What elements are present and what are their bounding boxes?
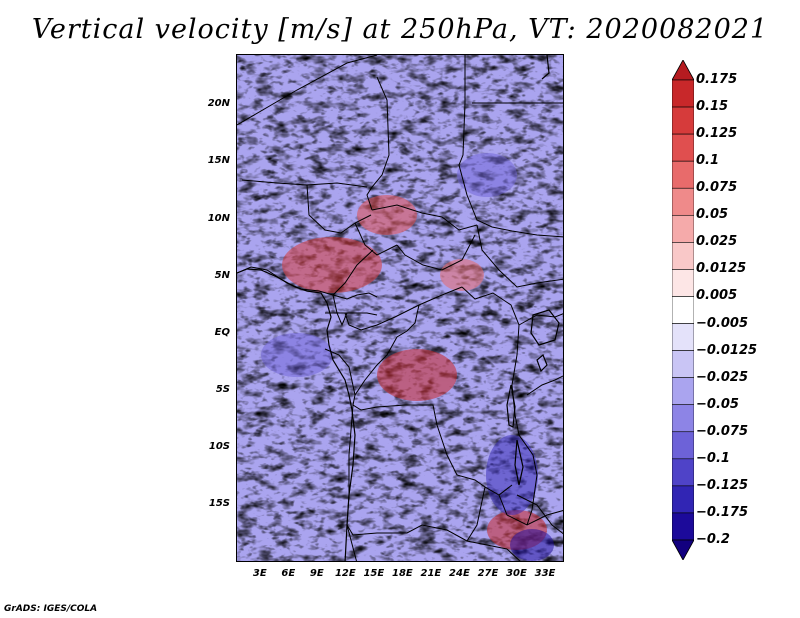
colorbar-label: −0.075 (696, 423, 749, 439)
colorbar-bin-8 (671, 269, 695, 297)
colorbar-bin-11 (671, 350, 695, 378)
coastline (237, 55, 550, 561)
colorbar-bin-3 (671, 133, 695, 162)
colorbar-label: 0.1 (696, 153, 720, 169)
colorbar-bin-13 (671, 404, 695, 433)
velocity-map (236, 54, 564, 562)
colorbar-label: 0.0125 (696, 261, 747, 277)
lon-label-15e: 15E (363, 568, 385, 579)
colorbar-label: −0.175 (696, 504, 749, 520)
lon-label-24e: 24E (449, 568, 470, 579)
colorbar-bin-2 (671, 106, 695, 135)
colorbar-label: −0.2 (696, 532, 730, 547)
lat-label-10s: 10S (208, 440, 230, 452)
lat-label-15n: 15N (207, 155, 230, 167)
colorbar-bin-14 (671, 431, 695, 460)
colorbar-bin-4 (671, 160, 695, 189)
colorbar-bin-1 (671, 79, 695, 108)
lon-label-21e: 21E (420, 568, 442, 579)
grads-credit: GrADS: IGES/COLA (4, 604, 98, 614)
colorbar-bottom-arrow (671, 539, 695, 561)
colorbar-bin-6 (671, 214, 695, 243)
colorbar-label: 0.15 (696, 99, 729, 115)
lat-label-20n: 20N (207, 98, 230, 110)
lakes (506, 309, 560, 486)
colorbar-label: −0.125 (696, 477, 749, 493)
colorbar-bin-5 (671, 187, 695, 216)
colorbar-bin-7 (671, 242, 695, 270)
lon-label-3e: 3E (252, 568, 267, 579)
lat-label-5s: 5S (215, 383, 230, 395)
lon-label-18e: 18E (392, 568, 413, 579)
lon-label-12e: 12E (334, 568, 356, 579)
lon-label-6e: 6E (281, 568, 296, 579)
lon-label-9e: 9E (309, 568, 324, 579)
colorbar-top-arrow (671, 59, 695, 81)
colorbar-label: 0.025 (696, 234, 738, 250)
lat-label-eq: EQ (214, 326, 230, 338)
lat-label-15s: 15S (208, 497, 230, 509)
colorbar-label: 0.05 (696, 207, 729, 223)
map-title: Vertical velocity [m/s] at 250hPa, VT: 2… (31, 14, 769, 45)
lat-label-10n: 10N (207, 212, 230, 224)
colorbar-bin-10 (671, 323, 695, 351)
country-borders (237, 55, 563, 561)
field-background (237, 55, 563, 561)
colorbar-label: −0.025 (696, 369, 749, 385)
colorbar-label: 0.005 (696, 288, 738, 304)
colorbar-bin-9 (671, 296, 695, 324)
colorbar-label: −0.005 (696, 315, 749, 331)
lon-label-30e: 30E (506, 568, 527, 579)
colorbar-bin-12 (671, 377, 695, 406)
lon-label-27e: 27E (477, 568, 499, 579)
colorbar-label: 0.075 (696, 180, 738, 196)
colorbar (671, 59, 695, 561)
colorbar-label: −0.0125 (696, 342, 758, 358)
colorbar-bin-16 (671, 485, 695, 514)
colorbar-label: −0.1 (696, 450, 730, 466)
lat-label-5n: 5N (214, 269, 230, 281)
colorbar-label: 0.125 (696, 126, 738, 142)
colorbar-label: 0.175 (696, 72, 738, 87)
lon-label-33e: 33E (534, 568, 556, 579)
colorbar-bin-15 (671, 458, 695, 487)
colorbar-label: −0.05 (696, 396, 739, 412)
colorbar-bin-17 (671, 512, 695, 541)
